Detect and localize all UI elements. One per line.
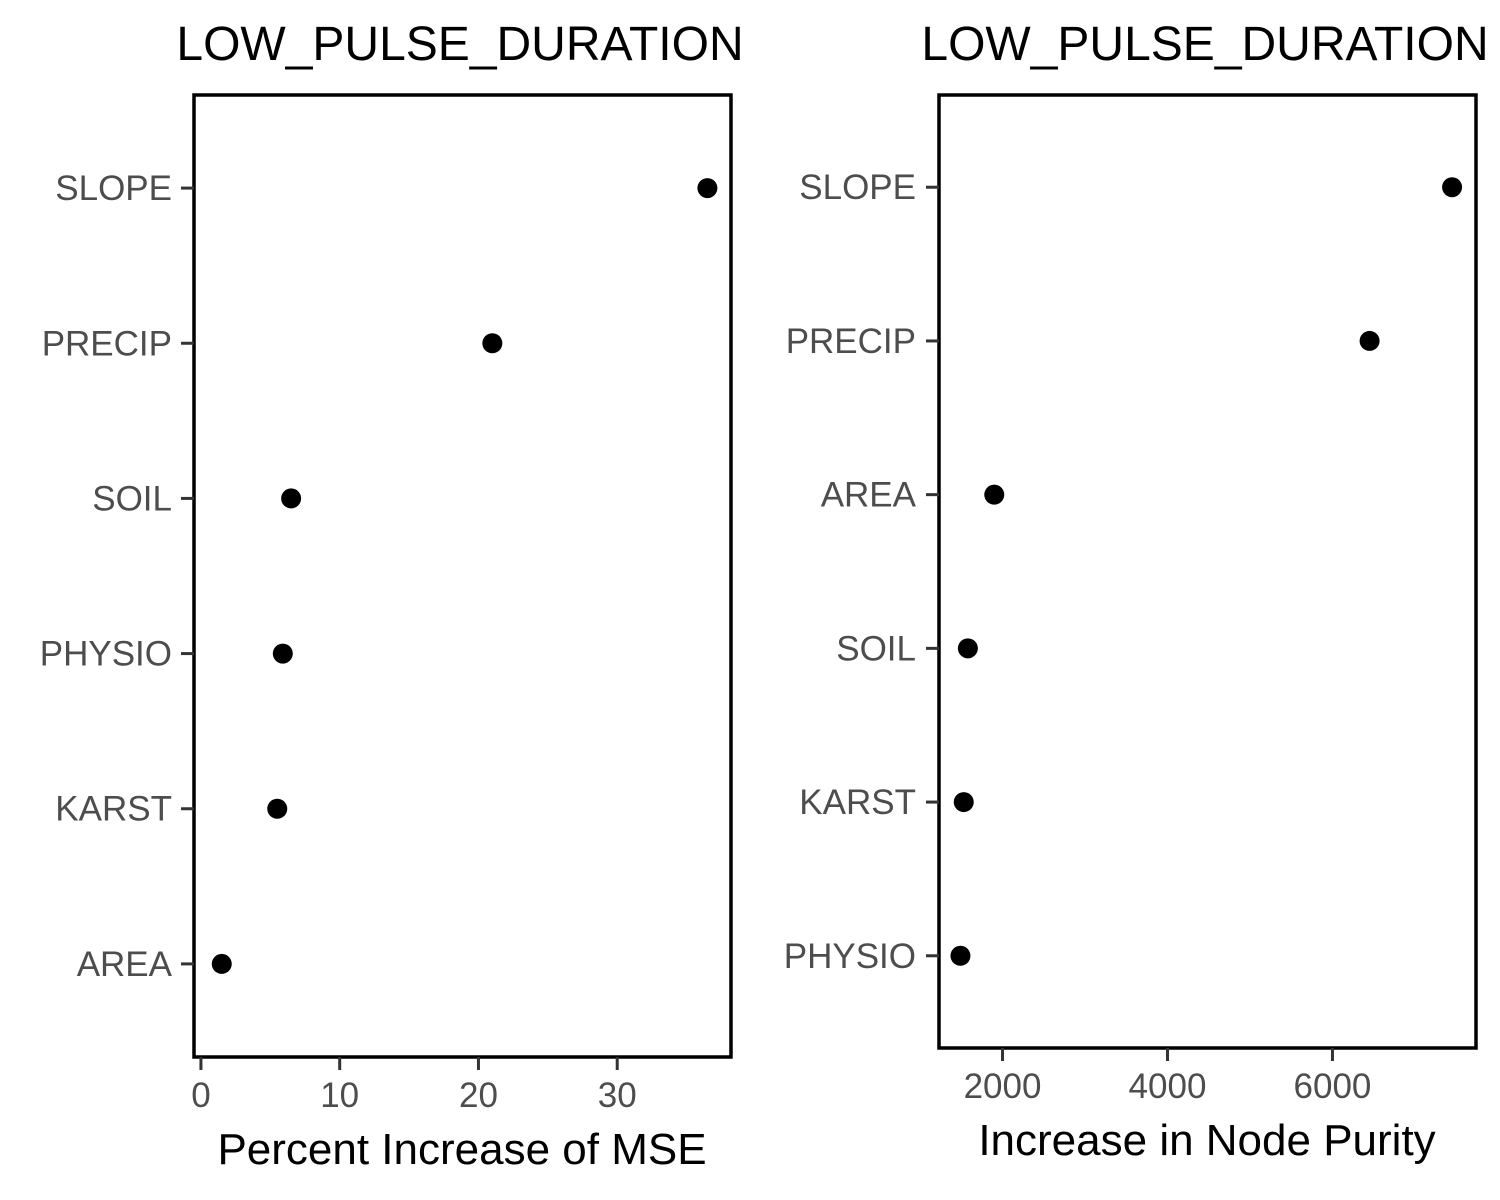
y-tick-label-slope: SLOPE	[55, 169, 172, 208]
point-precip	[1359, 330, 1380, 351]
point-slope	[1442, 177, 1463, 198]
point-karst	[267, 798, 288, 819]
x-tick-label: 10	[320, 1076, 359, 1115]
panel-title: LOW_PULSE_DURATION	[921, 18, 1488, 71]
y-tick-label-physio: PHYSIO	[784, 937, 916, 976]
panel-border	[937, 93, 1478, 1050]
y-tick-label-soil: SOIL	[836, 629, 916, 668]
x-tick-label: 30	[598, 1076, 637, 1115]
panel-title: LOW_PULSE_DURATION	[176, 18, 743, 71]
point-soil	[281, 488, 302, 509]
point-area	[211, 953, 232, 974]
panel-1: LOW_PULSE_DURATION SLOPE PRECIP SOIL PHYSIO K…	[40, 18, 744, 1174]
y-tick-label-precip: PRECIP	[42, 324, 172, 363]
y-tick-label-physio: PHYSIO	[40, 635, 172, 674]
y-tick-label-precip: PRECIP	[786, 322, 916, 361]
x-tick-label: 6000	[1294, 1067, 1372, 1106]
point-slope	[697, 178, 718, 199]
y-tick-label-slope: SLOPE	[799, 168, 916, 207]
point-area	[984, 484, 1005, 505]
x-tick-label: 0	[191, 1076, 210, 1115]
y-tick-label-area: AREA	[821, 476, 917, 515]
y-tick-label-karst: KARST	[799, 783, 916, 822]
x-tick-label: 2000	[964, 1067, 1042, 1106]
point-physio	[950, 945, 971, 966]
point-precip	[482, 333, 503, 354]
y-tick-label-area: AREA	[77, 945, 173, 984]
panel-2: LOW_PULSE_DURATION SLOPE PRECIP AREA SOIL KAR…	[784, 18, 1489, 1165]
y-tick-label-karst: KARST	[55, 790, 172, 829]
x-axis-label: Percent Increase of MSE	[217, 1125, 706, 1174]
x-tick-label: 4000	[1129, 1067, 1207, 1106]
panel-border	[192, 93, 733, 1059]
x-axis-label: Increase in Node Purity	[978, 1116, 1435, 1165]
point-soil	[957, 638, 978, 659]
x-tick-label: 20	[459, 1076, 498, 1115]
point-karst	[953, 792, 974, 813]
y-tick-label-soil: SOIL	[92, 479, 172, 518]
point-physio	[272, 643, 293, 664]
